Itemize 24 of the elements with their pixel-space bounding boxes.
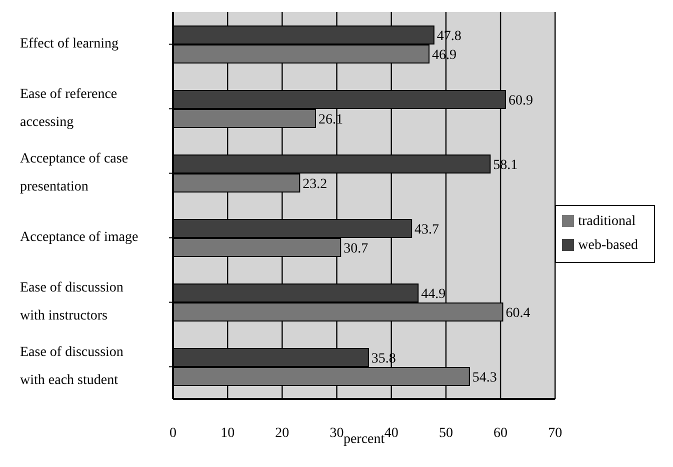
- data-label: 54.3: [472, 370, 497, 386]
- y-tick-label: Ease of reference accessing: [20, 86, 118, 130]
- y-tick-label: Ease of discussion with each student: [20, 344, 124, 388]
- data-label: 43.7: [414, 222, 440, 238]
- x-tick-label: 50: [438, 426, 453, 441]
- x-tick-label: 20: [275, 426, 290, 441]
- y-tick-label: Acceptance of image: [20, 230, 138, 245]
- data-label: 60.4: [506, 306, 530, 321]
- x-tick-label: 60: [494, 426, 508, 441]
- legend-label: traditional: [578, 214, 636, 228]
- data-label: 23.2: [302, 176, 328, 192]
- x-tick-label: 40: [384, 426, 398, 441]
- y-tick-label: Effect of learning: [20, 36, 118, 52]
- x-tick-label: 70: [548, 426, 562, 441]
- x-tick-label: 0: [170, 426, 176, 441]
- x-axis-title: percent: [343, 432, 385, 447]
- legend-label: web-based: [578, 238, 638, 252]
- y-tick-label: Ease of discussion with instructors: [20, 280, 124, 324]
- data-label: 60.9: [508, 93, 533, 108]
- data-label: 30.7: [344, 241, 368, 256]
- data-label: 44.9: [421, 286, 446, 302]
- x-tick-label: 10: [220, 426, 235, 441]
- y-tick-label: Acceptance of case presentation: [20, 151, 128, 194]
- x-tick-label: 30: [330, 426, 344, 441]
